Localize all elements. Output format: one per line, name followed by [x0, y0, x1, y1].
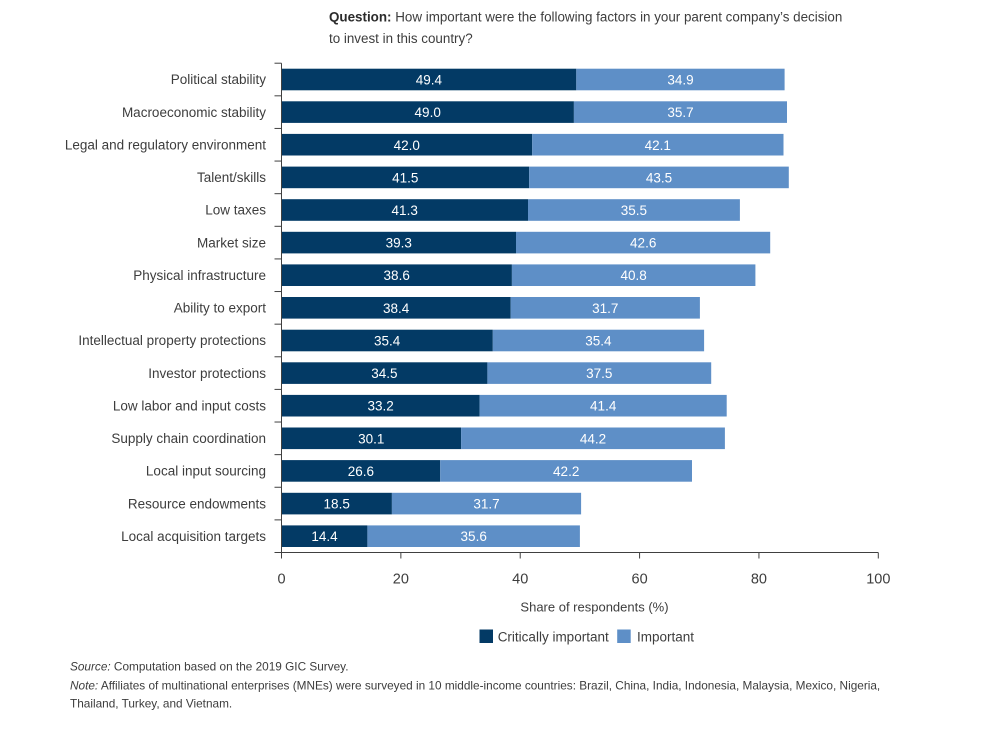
svg-text:42.0: 42.0: [394, 138, 420, 153]
svg-text:41.4: 41.4: [590, 399, 617, 414]
svg-text:80: 80: [751, 572, 767, 588]
svg-text:Legal and regulatory environme: Legal and regulatory environment: [65, 137, 266, 152]
svg-text:39.3: 39.3: [386, 236, 412, 251]
svg-text:Note: Affiliates of multinatio: Note: Affiliates of multinational enterp…: [70, 679, 880, 693]
svg-text:to invest in this country?: to invest in this country?: [329, 31, 473, 46]
svg-text:Market size: Market size: [197, 235, 266, 250]
svg-text:34.5: 34.5: [371, 366, 397, 381]
svg-text:Critically important: Critically important: [498, 630, 609, 645]
svg-text:44.2: 44.2: [580, 431, 606, 446]
svg-text:40: 40: [512, 572, 528, 588]
svg-text:Local input sourcing: Local input sourcing: [146, 464, 266, 479]
svg-text:18.5: 18.5: [324, 497, 350, 512]
svg-text:Source: Computation based on t: Source: Computation based on the 2019 GI…: [70, 660, 348, 674]
svg-text:Political stability: Political stability: [171, 72, 267, 87]
svg-text:Resource endowments: Resource endowments: [128, 496, 266, 511]
svg-text:30.1: 30.1: [358, 431, 384, 446]
svg-text:Talent/skills: Talent/skills: [197, 170, 266, 185]
svg-text:Important: Important: [637, 630, 694, 645]
svg-text:35.6: 35.6: [461, 529, 487, 544]
svg-text:35.4: 35.4: [374, 334, 401, 349]
svg-text:Ability to export: Ability to export: [174, 301, 267, 316]
svg-text:35.4: 35.4: [585, 334, 612, 349]
svg-text:0: 0: [277, 572, 285, 588]
svg-text:31.7: 31.7: [473, 497, 499, 512]
svg-text:26.6: 26.6: [348, 464, 374, 479]
svg-text:20: 20: [393, 572, 409, 588]
svg-text:Low taxes: Low taxes: [205, 203, 266, 218]
svg-text:Intellectual property protecti: Intellectual property protections: [78, 333, 266, 348]
svg-text:60: 60: [632, 572, 648, 588]
svg-text:38.4: 38.4: [383, 301, 410, 316]
svg-text:35.5: 35.5: [621, 203, 647, 218]
svg-text:41.5: 41.5: [392, 170, 418, 185]
svg-text:Macroeconomic stability: Macroeconomic stability: [122, 105, 266, 120]
svg-text:100: 100: [866, 572, 890, 588]
svg-text:Thailand, Turkey, and Vietnam.: Thailand, Turkey, and Vietnam.: [70, 697, 232, 711]
svg-text:42.2: 42.2: [553, 464, 579, 479]
svg-text:49.0: 49.0: [415, 105, 441, 120]
svg-text:40.8: 40.8: [620, 268, 646, 283]
svg-text:Local acquisition targets: Local acquisition targets: [121, 529, 266, 544]
svg-text:38.6: 38.6: [384, 268, 410, 283]
svg-text:Physical infrastructure: Physical infrastructure: [133, 268, 266, 283]
svg-text:33.2: 33.2: [367, 399, 393, 414]
svg-text:37.5: 37.5: [586, 366, 612, 381]
svg-text:42.6: 42.6: [630, 236, 656, 251]
svg-text:Question: How important were t: Question: How important were the followi…: [329, 10, 842, 25]
svg-text:43.5: 43.5: [646, 170, 672, 185]
svg-text:Share of respondents (%): Share of respondents (%): [520, 600, 668, 615]
svg-text:14.4: 14.4: [311, 529, 338, 544]
svg-text:41.3: 41.3: [392, 203, 418, 218]
svg-text:31.7: 31.7: [592, 301, 618, 316]
svg-text:35.7: 35.7: [667, 105, 693, 120]
svg-text:34.9: 34.9: [667, 73, 693, 88]
svg-text:Investor protections: Investor protections: [148, 366, 266, 381]
svg-text:42.1: 42.1: [645, 138, 671, 153]
svg-text:Supply chain coordination: Supply chain coordination: [111, 431, 266, 446]
svg-text:Low labor and input costs: Low labor and input costs: [113, 398, 266, 413]
svg-text:49.4: 49.4: [416, 73, 443, 88]
